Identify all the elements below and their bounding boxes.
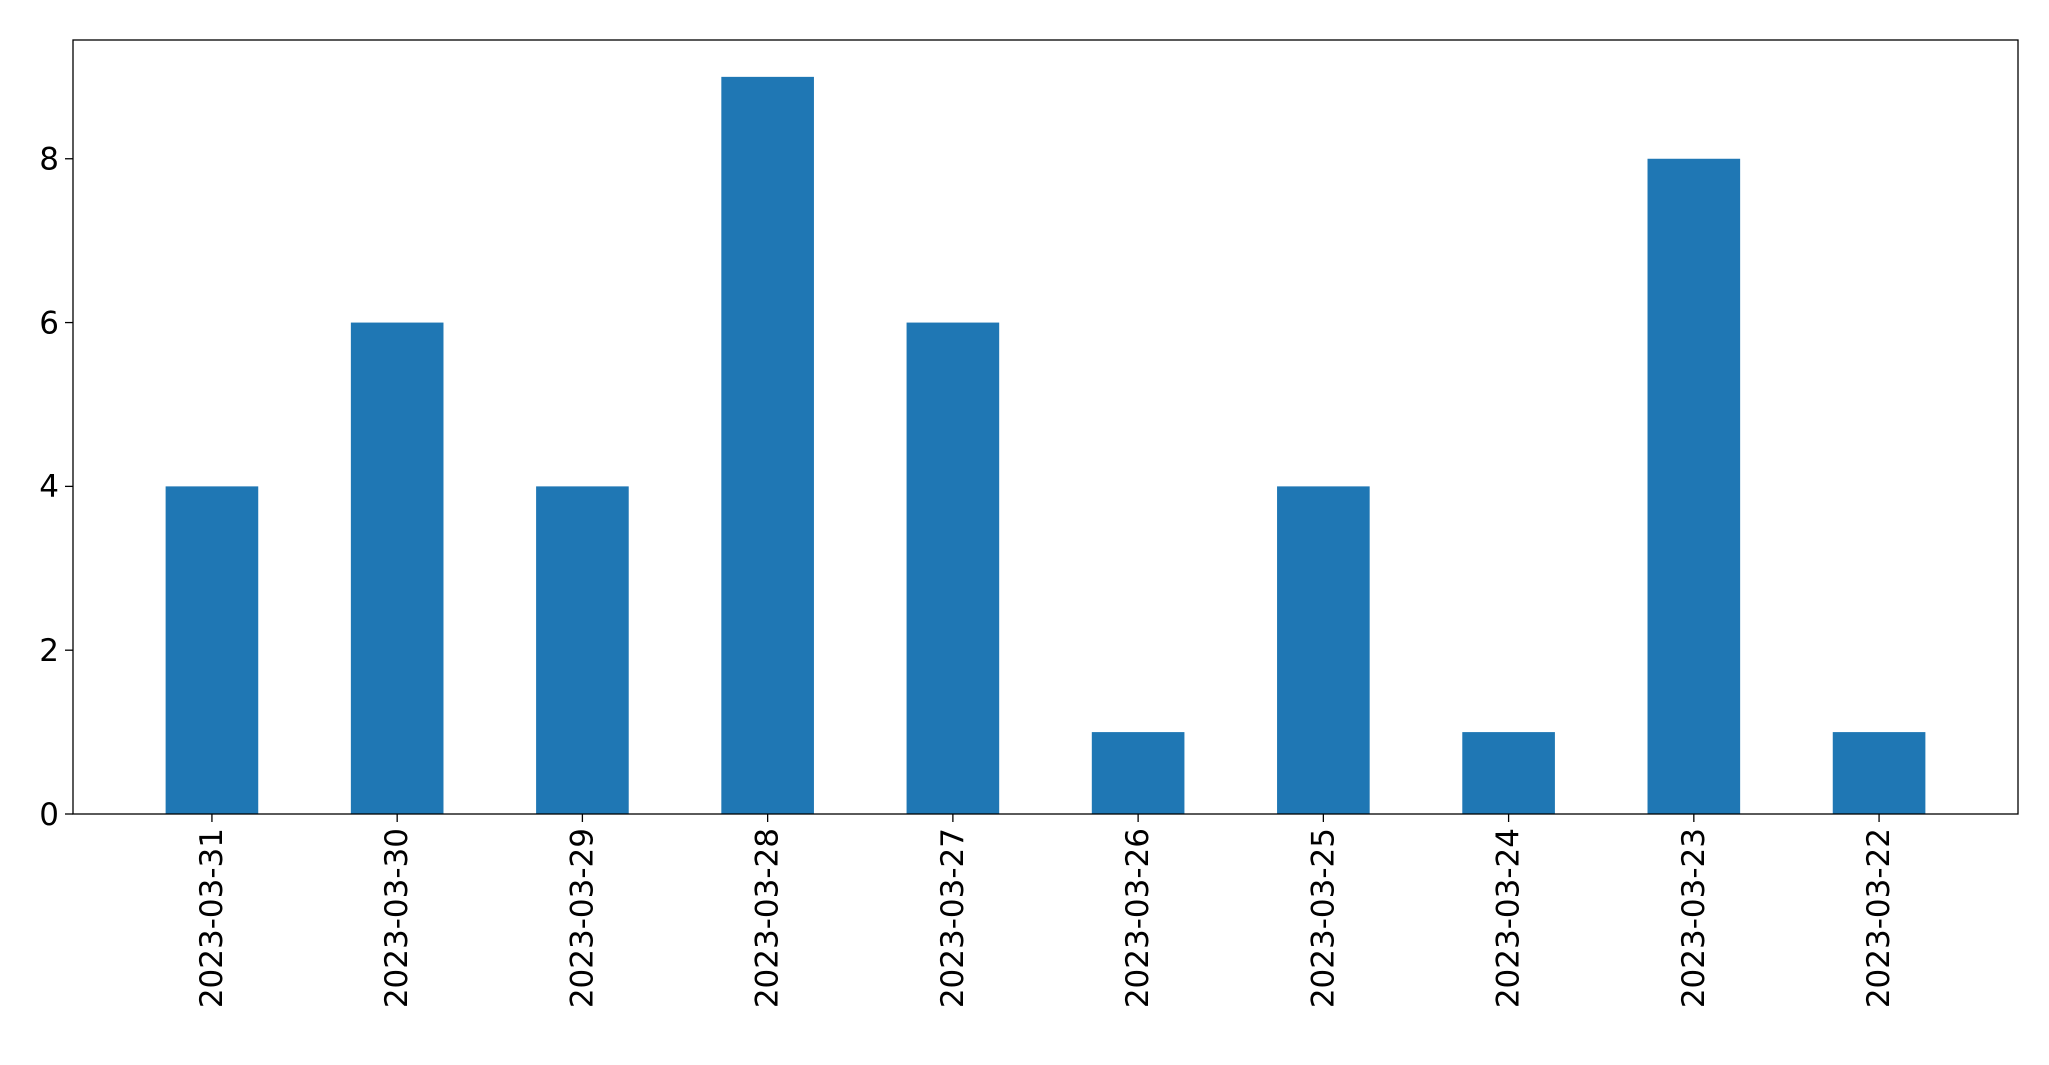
y-tick-label: 0	[39, 797, 59, 833]
plot-frame	[72, 39, 2019, 815]
x-axis: 2023-03-31 2023-03-30 2023-03-29 2023-03-28…	[194, 814, 1897, 1008]
x-tick-label: 2023-03-31	[194, 828, 230, 1008]
x-tick-label: 2023-03-29	[564, 828, 600, 1008]
x-tick-label: 2023-03-28	[750, 828, 786, 1008]
bar-2023-03-23	[1647, 158, 1741, 814]
x-tick-label: 2023-03-25	[1305, 828, 1341, 1008]
bar-2023-03-30	[350, 322, 444, 814]
y-tick-label: 8	[39, 142, 59, 178]
x-tick-label: 2023-03-30	[379, 828, 415, 1008]
bar-2023-03-29	[536, 486, 629, 814]
x-tick-label: 2023-03-22	[1861, 828, 1897, 1008]
y-tick-label: 2	[39, 633, 59, 669]
bar-2023-03-24	[1462, 732, 1555, 814]
bar-2023-03-26	[1091, 732, 1185, 814]
x-tick-label: 2023-03-26	[1120, 828, 1156, 1008]
y-axis: 0 2 4 6 8	[39, 142, 73, 833]
bar-2023-03-22	[1832, 732, 1926, 814]
bar-2023-03-25	[1277, 486, 1370, 814]
x-tick-label: 2023-03-23	[1676, 828, 1712, 1008]
y-tick-label: 6	[39, 305, 59, 341]
x-tick-label: 2023-03-24	[1491, 828, 1527, 1008]
bars-group	[165, 76, 1926, 815]
bar-2023-03-28	[721, 76, 814, 815]
bar-2023-03-27	[906, 322, 1000, 814]
x-tick-label: 2023-03-27	[935, 828, 971, 1008]
bar-2023-03-31	[165, 486, 259, 814]
y-tick-label: 4	[39, 469, 59, 505]
